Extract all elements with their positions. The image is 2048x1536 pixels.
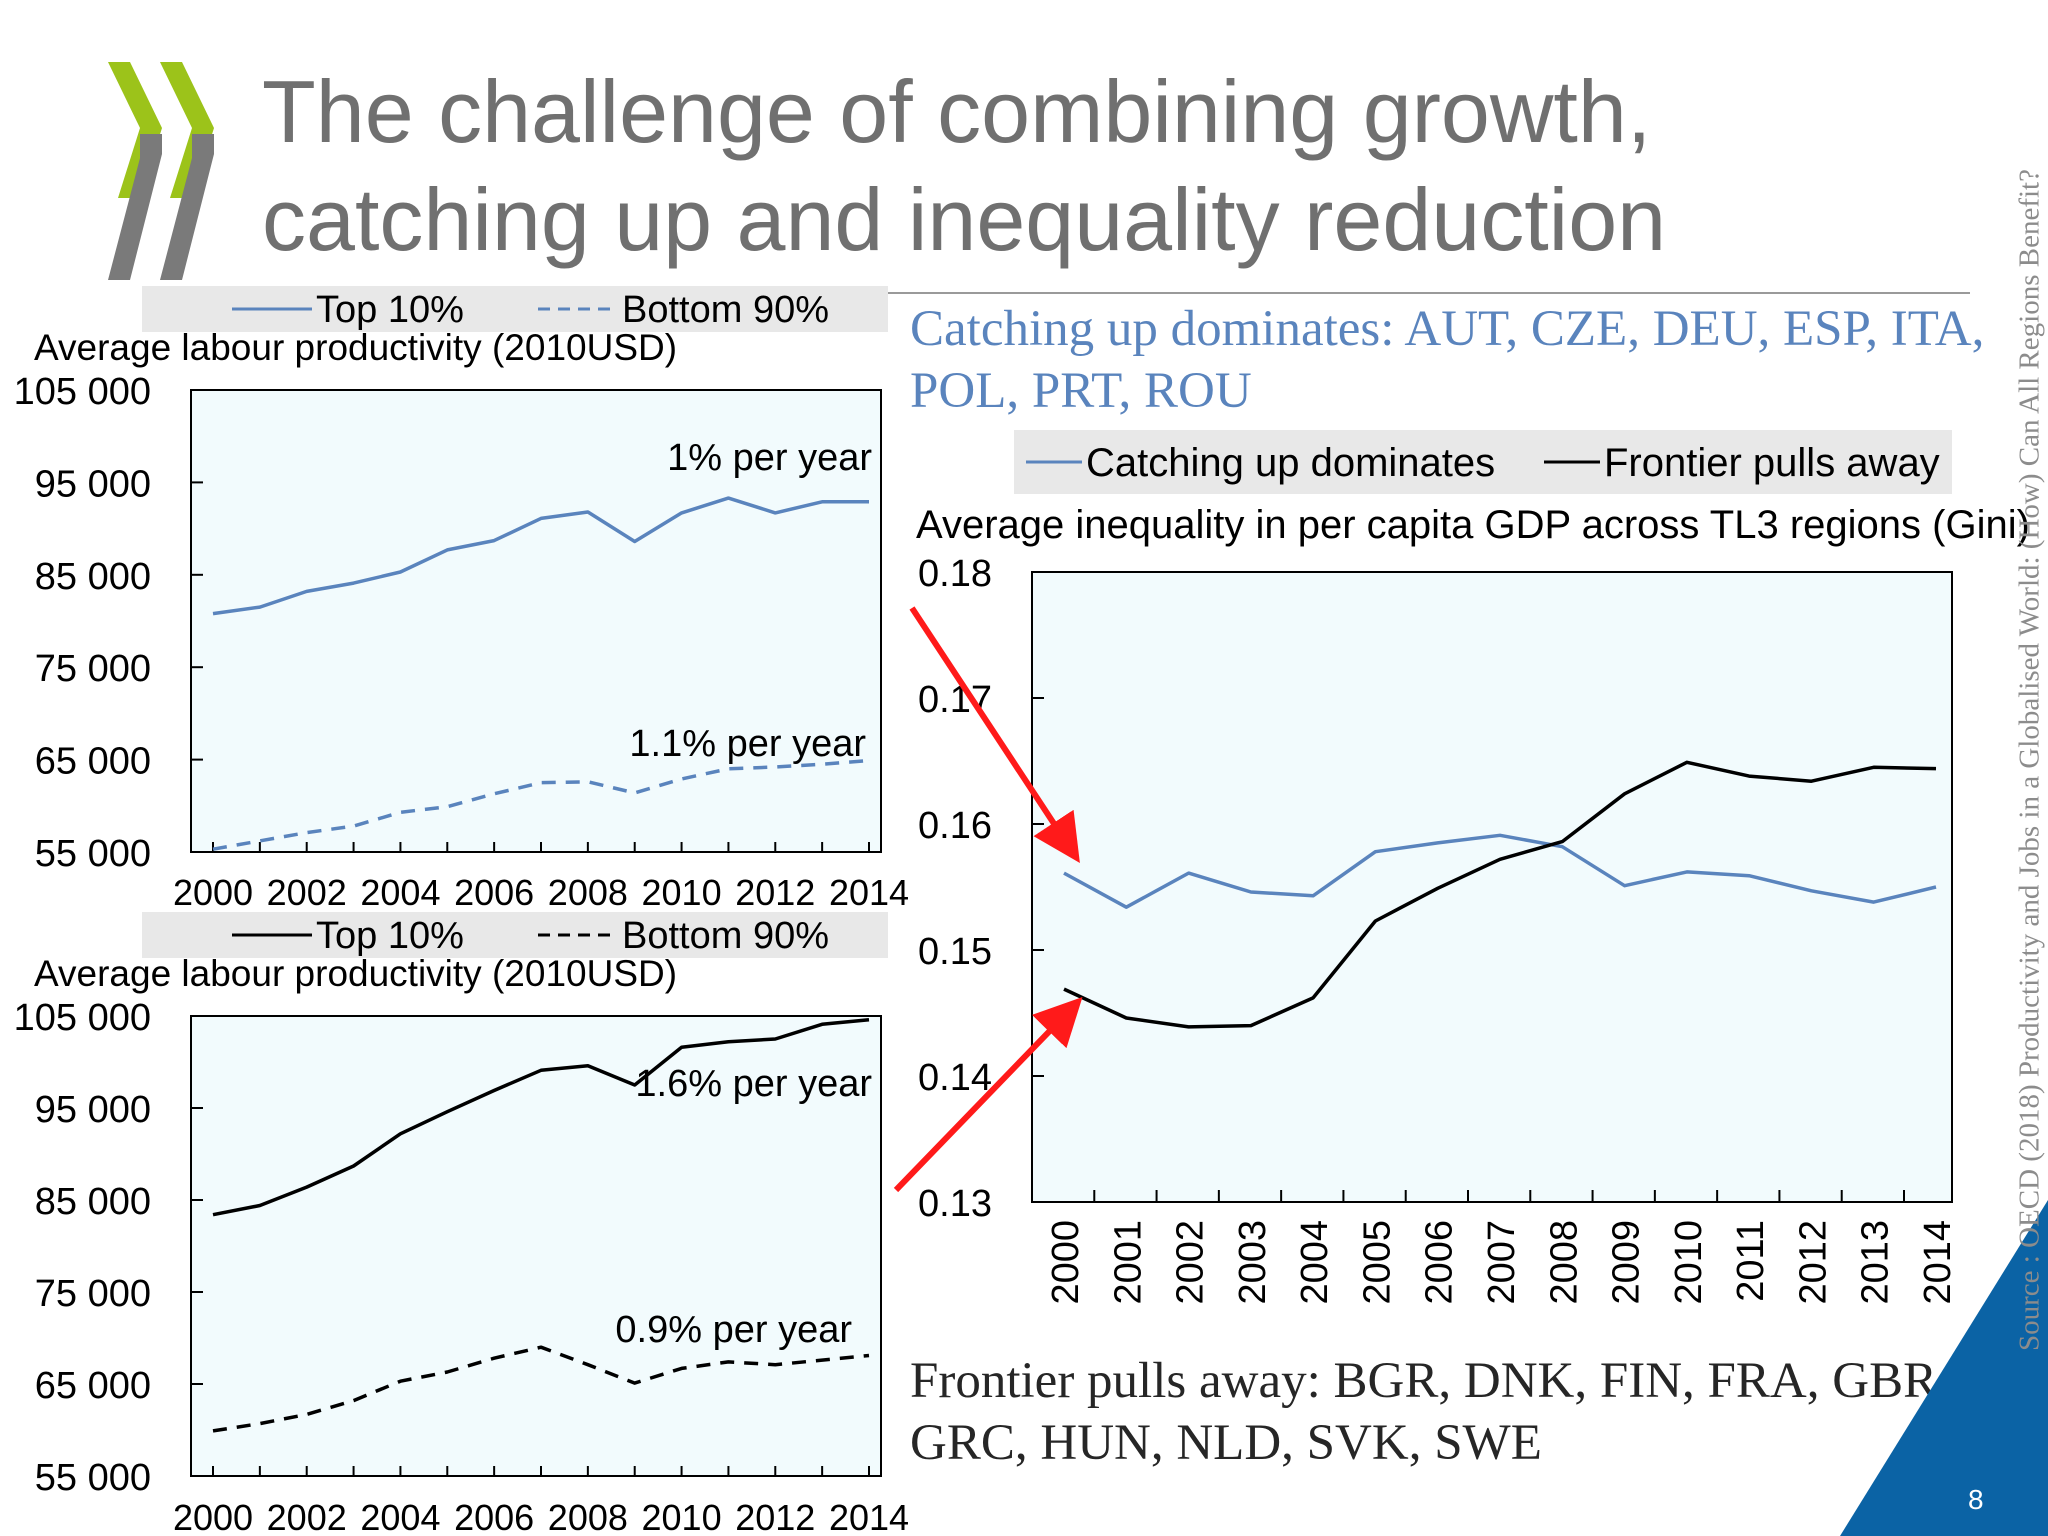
x-tick-label: 2008	[548, 872, 628, 913]
oecd-logo	[108, 62, 214, 280]
growth-annotation: 0.9% per year	[615, 1309, 852, 1351]
x-tick-label: 2014	[1917, 1220, 1959, 1305]
plot-area	[190, 1015, 882, 1477]
x-tick-label: 2012	[735, 1497, 815, 1536]
x-tick-label: 2008	[548, 1497, 628, 1536]
y-tick-label: 85 000	[35, 1181, 151, 1223]
x-tick-label: 2010	[1668, 1220, 1710, 1305]
legend-label: Bottom 90%	[622, 289, 829, 331]
y-tick-label: 0.16	[918, 805, 992, 847]
title-divider	[150, 292, 1970, 294]
plot-area	[1031, 571, 1953, 1203]
x-tick-label: 2000	[173, 872, 253, 913]
x-tick-label: 2004	[1294, 1220, 1336, 1305]
x-tick-label: 2002	[267, 872, 347, 913]
legend-label: Bottom 90%	[622, 915, 829, 957]
x-tick-label: 2011	[1730, 1220, 1772, 1302]
page-number: 8	[1968, 1484, 1984, 1515]
y-tick-label: 95 000	[35, 463, 151, 505]
legend-label: Catching up dominates	[1086, 441, 1495, 485]
inequality-gini-chart: Catching up dominates Frontier pulls away…	[916, 430, 2030, 1305]
x-tick-label: 2012	[1792, 1220, 1834, 1305]
red-arrows	[893, 606, 1083, 1193]
x-tick-label: 2001	[1107, 1220, 1149, 1305]
growth-annotation: 1% per year	[667, 437, 872, 479]
slide-title: The challenge of combining growth, catch…	[262, 62, 1667, 269]
legend-label: Frontier pulls away	[1604, 441, 1940, 485]
y-tick-label: 95 000	[35, 1089, 151, 1131]
y-tick-label: 65 000	[35, 741, 151, 783]
growth-annotation: 1.1% per year	[629, 723, 866, 765]
x-tick-label: 2010	[642, 1497, 722, 1536]
x-tick-label: 2000	[173, 1497, 253, 1536]
y-tick-label: 75 000	[35, 1273, 151, 1315]
productivity-frontier-chart: Top 10% Bottom 90%Average labour producti…	[14, 912, 909, 1536]
x-tick-label: 2014	[829, 872, 909, 913]
x-tick-label: 2009	[1606, 1220, 1648, 1305]
x-tick-label: 2012	[735, 872, 815, 913]
y-tick-label: 75 000	[35, 648, 151, 690]
legend-label: Top 10%	[316, 915, 464, 957]
legend-box	[1014, 430, 1952, 494]
x-tick-label: 2006	[454, 872, 534, 913]
y-tick-label: 55 000	[35, 1457, 151, 1499]
x-tick-label: 2002	[267, 1497, 347, 1536]
y-tick-label: 0.18	[918, 553, 992, 595]
plot-area	[190, 389, 882, 853]
growth-annotation: 1.6% per year	[635, 1063, 872, 1105]
red-arrow-frontier	[893, 997, 1083, 1193]
y-tick-label: 105 000	[14, 371, 151, 413]
x-tick-label: 2002	[1170, 1220, 1212, 1305]
y-axis-title: Average labour productivity (2010USD)	[34, 327, 677, 368]
y-tick-label: 0.14	[918, 1057, 992, 1099]
x-tick-label: 2004	[360, 1497, 440, 1536]
y-axis-title: Average inequality in per capita GDP acr…	[916, 503, 2030, 547]
x-tick-label: 2004	[360, 872, 440, 913]
x-tick-label: 2013	[1855, 1220, 1897, 1305]
corner-decoration	[1840, 1200, 2048, 1536]
y-tick-label: 85 000	[35, 556, 151, 598]
x-tick-label: 2006	[1419, 1220, 1461, 1305]
y-axis-title: Average labour productivity (2010USD)	[34, 953, 677, 994]
source-note: Source : OECD (2018) Productivity and Jo…	[2013, 169, 2046, 1351]
x-tick-label: 2005	[1356, 1220, 1398, 1305]
x-tick-label: 2010	[642, 872, 722, 913]
x-tick-label: 2008	[1543, 1220, 1585, 1305]
x-tick-label: 2007	[1481, 1220, 1523, 1305]
y-tick-label: 65 000	[35, 1365, 151, 1407]
productivity-catching-up-chart: Top 10% Bottom 90%Average labour producti…	[14, 286, 909, 913]
y-tick-label: 55 000	[35, 833, 151, 875]
legend-label: Top 10%	[316, 289, 464, 331]
x-tick-label: 2003	[1232, 1220, 1274, 1305]
y-tick-label: 105 000	[14, 997, 151, 1039]
y-tick-label: 0.13	[918, 1183, 992, 1225]
y-tick-label: 0.15	[918, 931, 992, 973]
frontier-countries-text: Frontier pulls away: BGR, DNK, FIN, FRA,…	[910, 1353, 1950, 1471]
x-tick-label: 2000	[1045, 1220, 1087, 1305]
red-arrow-catching-up	[909, 606, 1080, 864]
x-tick-label: 2014	[829, 1497, 909, 1536]
catching-up-countries-text: Catching up dominates: AUT, CZE, DEU, ES…	[910, 301, 1985, 419]
series-line	[212, 758, 870, 851]
x-tick-label: 2006	[454, 1497, 534, 1536]
